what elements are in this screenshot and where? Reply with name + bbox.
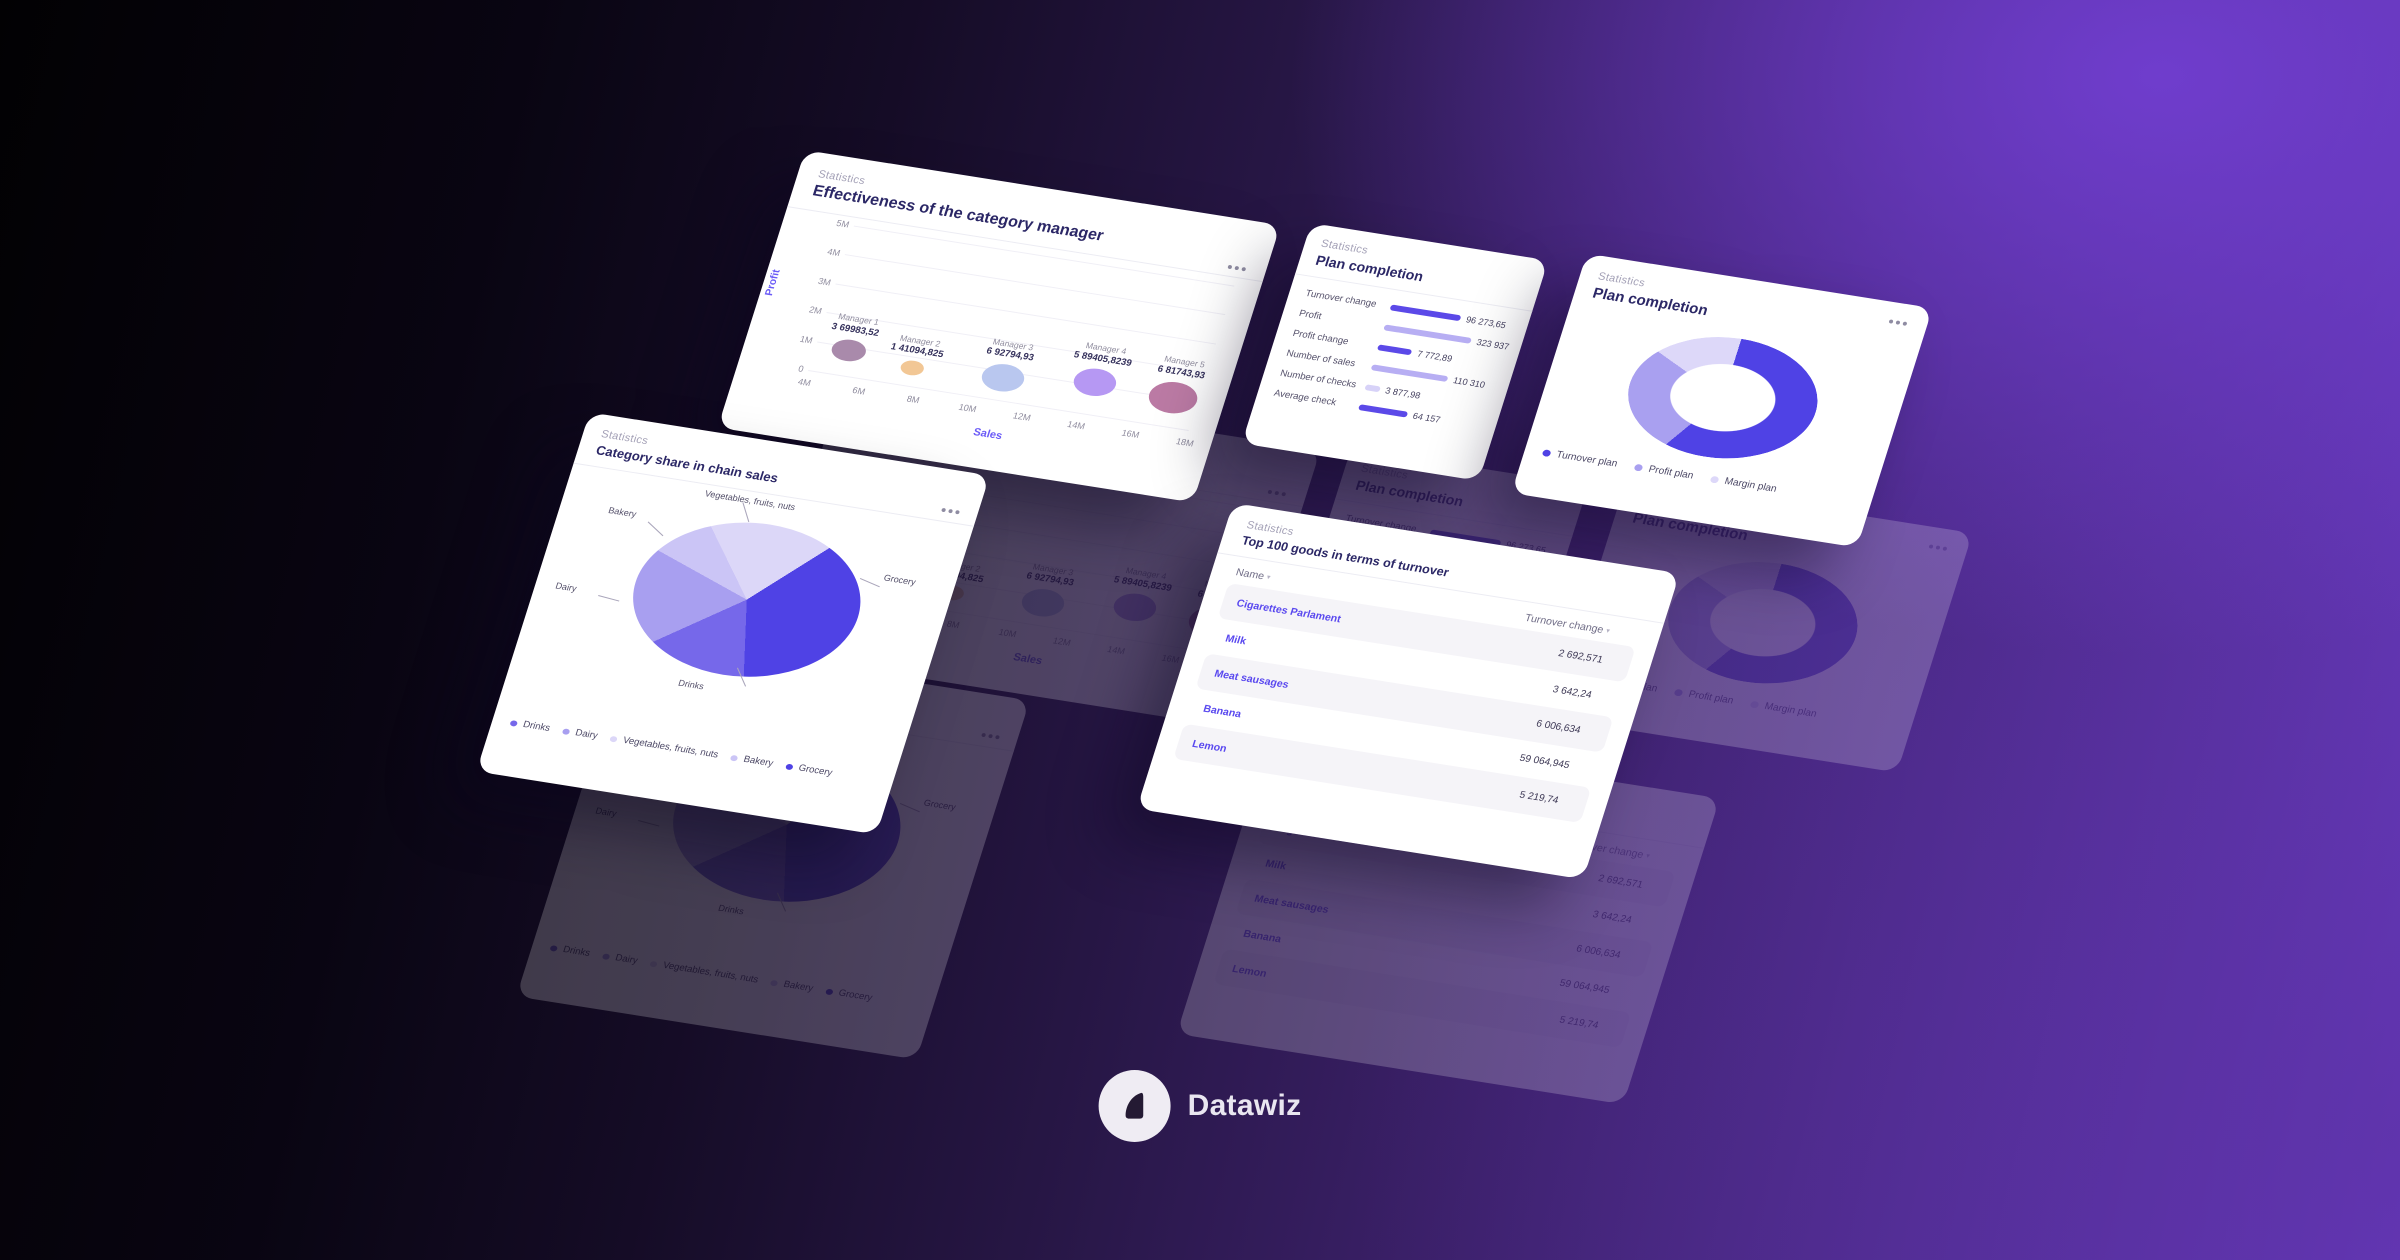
table-cell-turnover-value: 2 692,571: [1556, 648, 1605, 666]
table-cell-name-link[interactable]: Milk: [1224, 632, 1248, 647]
legend-label: Turnover plan: [1554, 449, 1619, 470]
plan-bar-label: Turnover change: [1303, 288, 1378, 310]
card-category-share: Statistics Category share in chain sales…: [476, 412, 990, 835]
plan-bar-value: 110 310: [1452, 374, 1487, 390]
y-tick-label: 2M: [807, 304, 824, 317]
x-tick-label: 4M: [796, 376, 813, 389]
legend-dot: [730, 754, 739, 762]
datawiz-logo: Datawiz: [1098, 1070, 1302, 1142]
pie-slice-label: Grocery: [882, 572, 918, 588]
plan-bar-label: Average check: [1272, 387, 1338, 409]
scatter-chart: Profit Sales 5M 4M 3M 2M 1M 0 4M 6M 8M 10M 12M 14M 1…: [743, 218, 1240, 481]
card-top-goods: Statistics Top 100 goods in terms of tur…: [1136, 502, 1680, 880]
plan-bar-value: 3 877,98: [1384, 385, 1422, 401]
table-cell-name-link[interactable]: Banana: [1201, 702, 1243, 720]
legend-dot: [561, 727, 571, 735]
plan-bar: [1377, 343, 1413, 355]
plan-bar: [1383, 323, 1472, 344]
y-tick-label: 3M: [816, 275, 833, 288]
datawiz-logo-text: Datawiz: [1187, 1089, 1302, 1122]
plan-bar: [1358, 403, 1409, 418]
x-tick-label: 8M: [905, 393, 921, 406]
pie-leader-line: [598, 595, 620, 602]
legend-dot: [1633, 463, 1644, 472]
plan-bar: [1364, 383, 1381, 392]
table-cell-name-link[interactable]: Lemon: [1190, 737, 1229, 755]
pie-leader-line: [647, 521, 664, 537]
y-tick-label: 1M: [798, 333, 815, 346]
legend-item[interactable]: Turnover plan: [1541, 447, 1619, 470]
legend-dot: [1709, 475, 1720, 484]
plan-bar: [1389, 303, 1462, 321]
column-header-name[interactable]: Name▾: [1234, 566, 1272, 583]
legend-dot: [784, 763, 794, 770]
y-tick-label: 4M: [826, 246, 842, 259]
plan-bar-value: 7 772,89: [1416, 348, 1454, 364]
legend-dot: [509, 719, 519, 727]
gridline: [844, 254, 1226, 316]
pie-slice-label: Drinks: [677, 677, 706, 692]
scatter-bubble: [898, 359, 926, 377]
table-cell-name-link[interactable]: Meat sausages: [1212, 667, 1291, 691]
legend-label: Profit plan: [1647, 464, 1695, 482]
table-cell-name-link[interactable]: Cigarettes Parlament: [1235, 597, 1343, 625]
table-cell-turnover-value: 3 642,24: [1551, 684, 1594, 701]
legend-dot: [1541, 449, 1552, 458]
scatter-bubble: [977, 361, 1028, 395]
plan-bars-list: Turnover change 96 273,65 Profit 323 937 Pro…: [1272, 288, 1512, 431]
y-axis-label: Profit: [762, 268, 783, 297]
x-tick-label: 6M: [851, 385, 867, 397]
pie-slice-label: Dairy: [554, 580, 578, 594]
sort-icon[interactable]: ▾: [1604, 627, 1611, 636]
plan-bar-value: 323 937: [1475, 336, 1511, 352]
pie-slice-label: Vegetables, fruits, nuts: [703, 488, 797, 513]
pie-circle: [611, 507, 882, 693]
legend-item[interactable]: Margin plan: [1709, 474, 1778, 495]
card-plan-completion-bars: Statistics Plan completion Turnover chan…: [1241, 222, 1549, 481]
x-tick-label: 14M: [1066, 419, 1087, 432]
x-axis-label: Sales: [971, 426, 1004, 443]
card-plan-completion-donut: Statistics Plan completion Turnover plan…: [1511, 253, 1933, 548]
plan-bar-label: Number of sales: [1285, 348, 1357, 370]
scatter-bubble: [828, 337, 869, 364]
pie-slice-label: Bakery: [607, 505, 638, 520]
pie-leader-line: [859, 578, 880, 588]
table-cell-turnover-value: 59 064,945: [1518, 752, 1571, 772]
gridline: [835, 283, 1217, 345]
donut-ring: [1611, 324, 1835, 472]
scatter-bubble: [1144, 378, 1202, 417]
y-tick-label: 5M: [835, 218, 851, 230]
x-tick-label: 10M: [957, 401, 978, 415]
sort-icon[interactable]: ▾: [1265, 574, 1272, 582]
plan-bar: [1370, 363, 1449, 382]
x-tick-label: 12M: [1011, 410, 1033, 423]
plan-bar-label: Number of checks: [1278, 367, 1358, 391]
y-tick-label: 0: [797, 363, 805, 374]
table-cell-turnover-value: 5 219,74: [1517, 789, 1560, 807]
plan-bar-value: 96 273,65: [1464, 314, 1508, 330]
plan-bar-label: Profit: [1297, 308, 1323, 323]
x-tick-label: 18M: [1174, 436, 1196, 449]
plan-bar-value: 64 157: [1411, 410, 1442, 425]
datawiz-fin-icon: [1125, 1092, 1144, 1119]
legend-label: Margin plan: [1723, 476, 1779, 495]
legend-item[interactable]: Profit plan: [1633, 462, 1695, 482]
x-tick-label: 16M: [1120, 427, 1141, 440]
table-cell-turnover-value: 6 006,634: [1534, 718, 1582, 736]
datawiz-logo-icon: [1098, 1070, 1171, 1142]
scatter-bubble: [1070, 365, 1121, 399]
legend-dot: [609, 735, 619, 743]
plan-bar-label: Profit change: [1291, 328, 1350, 348]
